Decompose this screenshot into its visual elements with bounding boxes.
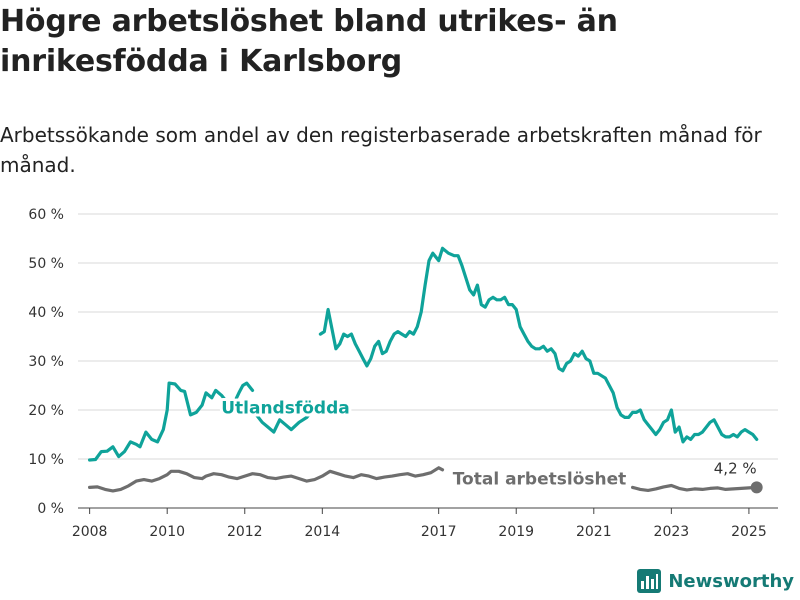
y-tick-label: 60 % — [28, 207, 64, 223]
end-point-marker — [750, 481, 763, 494]
x-tick-label: 2008 — [72, 524, 108, 540]
end-value-label: 4,2 % — [714, 459, 757, 477]
y-tick-label: 40 % — [28, 305, 64, 321]
y-tick-label: 0 % — [37, 501, 64, 517]
x-tick-label: 2012 — [227, 524, 263, 540]
y-tick-label: 20 % — [28, 403, 64, 419]
series-line-utlandsfodda — [254, 403, 319, 434]
newsworthy-logo: Newsworthy — [636, 568, 794, 594]
x-tick-label: 2023 — [654, 524, 690, 540]
x-tick-label: 2014 — [305, 524, 341, 540]
x-tick-label: 2025 — [731, 524, 767, 540]
gridlines — [78, 213, 778, 509]
series-line-total — [631, 483, 759, 492]
chart-title: Högre arbetslöshet bland utrikes- än inr… — [0, 4, 618, 79]
series-label-utlandsfodda: Utlandsfödda — [221, 399, 350, 419]
brand-name: Newsworthy — [668, 570, 794, 592]
series-line-utlandsfodda — [318, 246, 759, 444]
y-axis-ticks: 0 % 10 % 20 % 30 % 40 % 50 % 60 % — [28, 207, 64, 517]
x-tick-label: 2021 — [576, 524, 612, 540]
x-tick-label: 2010 — [149, 524, 185, 540]
series-line-total — [88, 466, 445, 493]
series-labels: Utlandsfödda Total arbetslöshet 4,2 % — [218, 396, 757, 493]
y-tick-label: 30 % — [28, 354, 64, 370]
x-tick-label: 2019 — [498, 524, 534, 540]
x-tick-label: 2017 — [421, 524, 457, 540]
y-tick-label: 10 % — [28, 452, 64, 468]
line-chart: 0 % 10 % 20 % 30 % 40 % 50 % 60 % 2008 2010 2012… — [28, 207, 778, 540]
series-line-utlandsfodda — [88, 381, 255, 462]
chart-subtitle: Arbetssökande som andel av den registerb… — [0, 123, 762, 177]
newsworthy-bar-chart-icon — [637, 569, 662, 593]
series-lines — [88, 246, 763, 494]
y-tick-label: 50 % — [28, 256, 64, 272]
x-axis: 2008 2010 2012 2014 2017 2019 2021 2023 2025 — [72, 508, 767, 540]
series-label-total: Total arbetslöshet — [453, 470, 627, 490]
